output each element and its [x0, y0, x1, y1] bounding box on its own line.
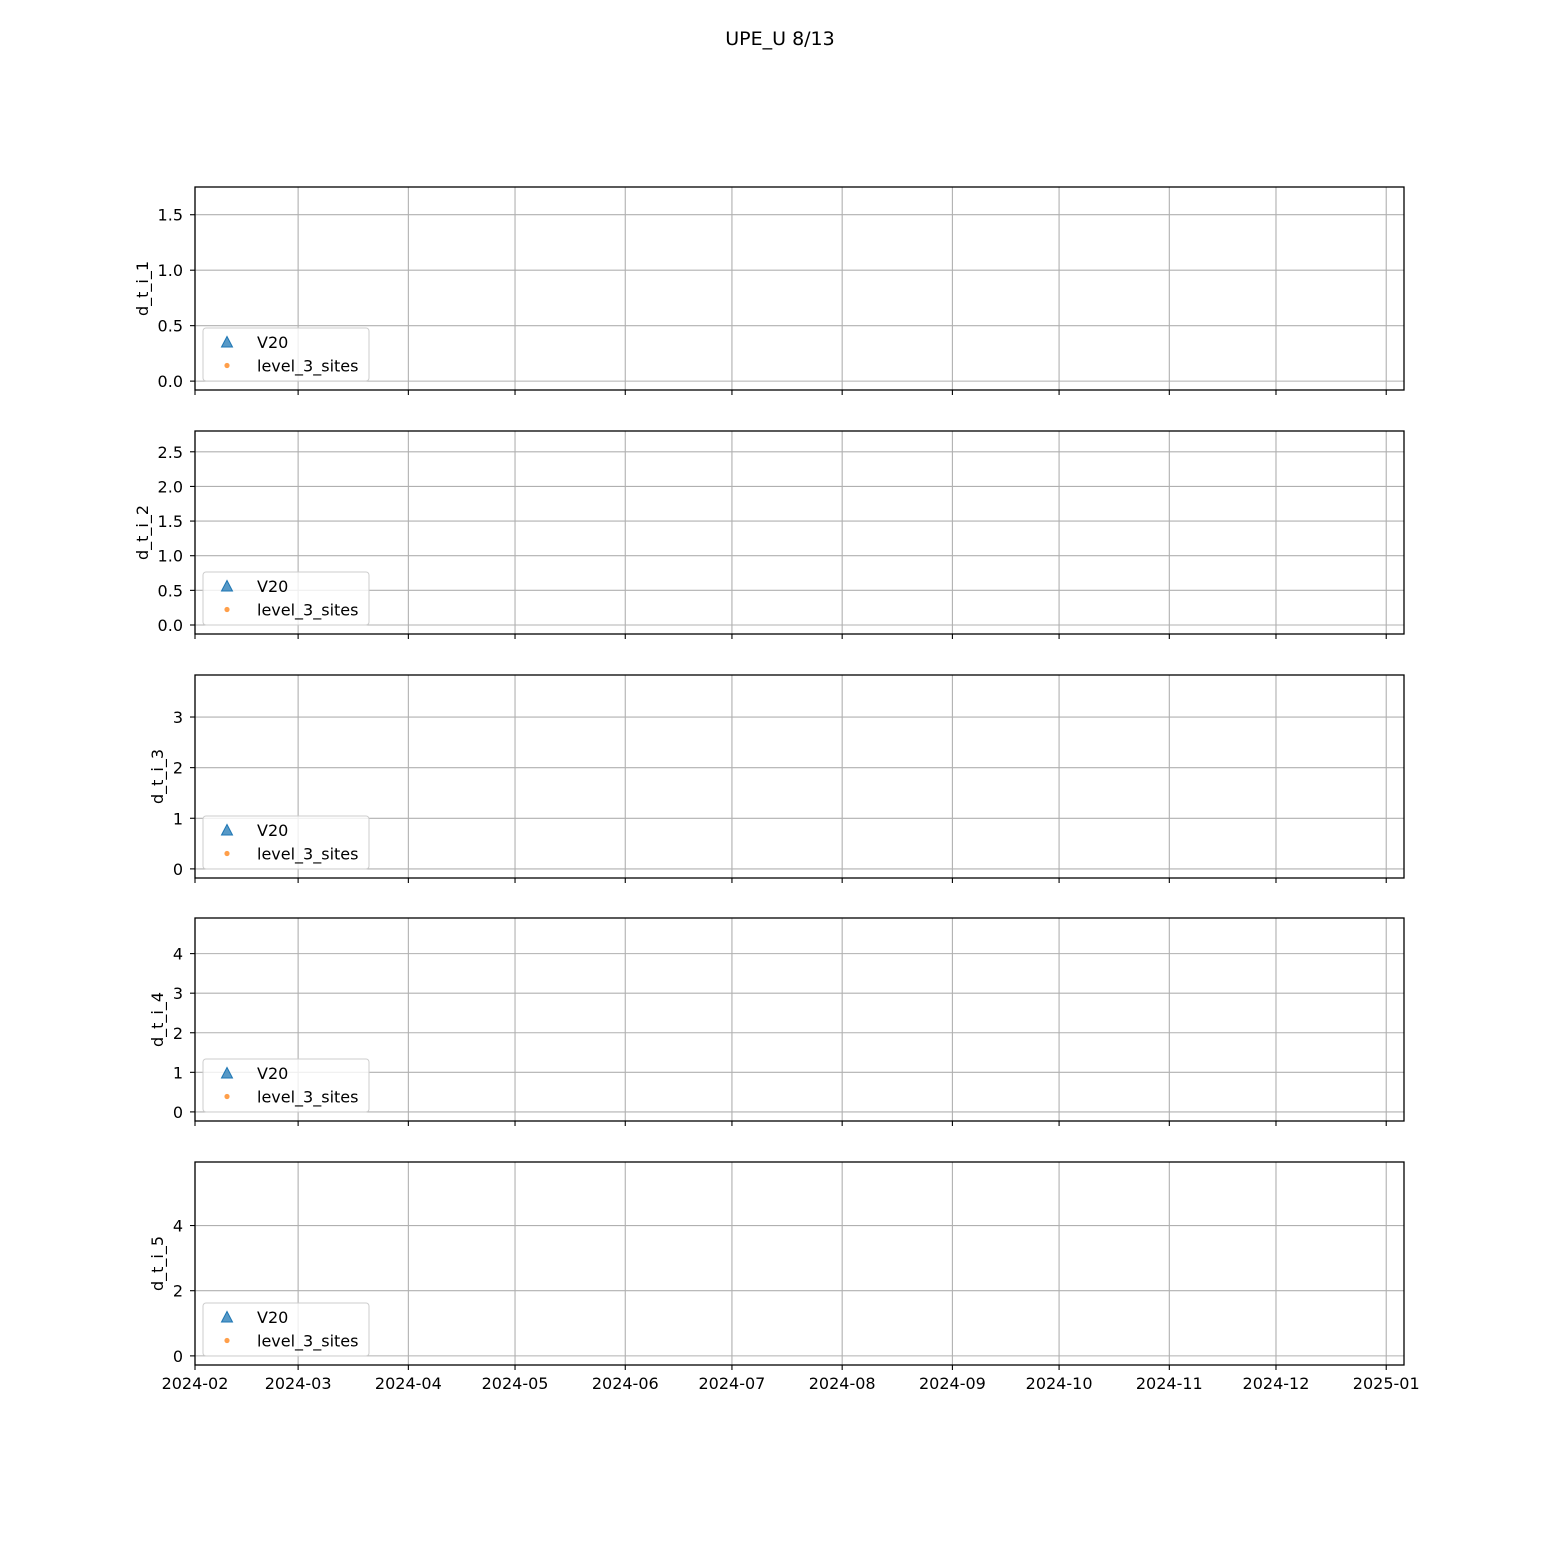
legend-marker-triangle-icon [220, 823, 234, 836]
y-tick-label: 2.5 [158, 443, 183, 462]
y-tick-label: 0 [173, 860, 183, 879]
figure-title: UPE_U 8/13 [725, 28, 834, 50]
legend-label: V20 [257, 1064, 288, 1083]
y-axis-label: d_t_i_1 [133, 261, 153, 316]
legend: V20 level_3_sites [202, 815, 370, 870]
axes-frame [194, 186, 1405, 391]
legend-box [202, 571, 370, 626]
y-tick-label: 4 [173, 1217, 183, 1236]
legend-marker-dot-icon [224, 606, 230, 613]
axes-frame [194, 430, 1405, 635]
legend-label: level_3_sites [257, 357, 358, 377]
y-tick-label: 0 [173, 1347, 183, 1366]
y-tick-label: 2 [173, 1282, 183, 1301]
subplot-1: 0.0 0.5 1.0 1.5 d_t_i_1 V20 level_3_sites [133, 186, 1405, 395]
legend-box [202, 1058, 370, 1113]
y-tick-label: 0 [173, 1103, 183, 1122]
legend-label: level_3_sites [257, 845, 358, 865]
subplot-4: 0 1 2 3 4 d_t_i_4 V20 level_3_sites [148, 917, 1405, 1126]
y-tick-label: 2.0 [158, 477, 183, 496]
y-tick-label: 3 [173, 984, 183, 1003]
subplots: 0.00.51.01.5d_t_i_1V20level_3_sites0.00.… [133, 186, 1420, 1393]
legend-label: level_3_sites [257, 601, 358, 621]
x-tick-label: 2024-02 [162, 1374, 229, 1393]
legend-box [202, 1302, 370, 1357]
y-tick-label: 0.0 [158, 616, 183, 635]
legend-marker-triangle-icon [220, 335, 234, 348]
axes-frame [194, 1161, 1405, 1366]
subplot-5: 2024-02 2024-03 2024-04 2024-05 2024-06 2024-… [148, 1161, 1420, 1393]
x-tick-label: 2024-08 [809, 1374, 876, 1393]
legend-label: level_3_sites [257, 1088, 358, 1108]
y-axis-label: d_t_i_3 [148, 749, 168, 804]
x-tick-label: 2024-05 [482, 1374, 549, 1393]
x-tick-label: 2024-03 [265, 1374, 332, 1393]
y-tick-label: 1 [173, 809, 183, 828]
y-tick-label: 3 [173, 708, 183, 727]
y-tick-label: 1.0 [158, 261, 183, 280]
x-tick-label: 2024-11 [1136, 1374, 1203, 1393]
x-tick-label: 2025-01 [1353, 1374, 1420, 1393]
legend-label: V20 [257, 821, 288, 840]
legend-box [202, 327, 370, 382]
y-tick-label: 4 [173, 945, 183, 964]
x-tick-label: 2024-06 [592, 1374, 659, 1393]
x-tick-label: 2024-10 [1026, 1374, 1093, 1393]
legend-marker-dot-icon [224, 1093, 230, 1100]
legend: V20 level_3_sites [202, 1058, 370, 1113]
y-tick-label: 0.5 [158, 581, 183, 600]
y-axis-label: d_t_i_5 [148, 1236, 168, 1291]
legend-marker-triangle-icon [220, 579, 234, 592]
legend-box [202, 815, 370, 870]
y-tick-label: 0.5 [158, 317, 183, 336]
legend-label: level_3_sites [257, 1332, 358, 1352]
y-tick-label: 1.5 [158, 512, 183, 531]
axes-frame [194, 674, 1405, 879]
legend-label: V20 [257, 577, 288, 596]
subplot-3: 0 1 2 3 d_t_i_3 V20 level_3_sites [148, 674, 1405, 883]
y-tick-label: 1.0 [158, 547, 183, 566]
legend: V20 level_3_sites [202, 1302, 370, 1357]
y-tick-label: 2 [173, 759, 183, 778]
y-axis-label: d_t_i_2 [133, 505, 153, 560]
subplot-2: 0.0 0.5 1.0 1.5 2.0 2.5 d_t_i_2 V20 level_3_site… [133, 430, 1405, 639]
legend-marker-dot-icon [224, 850, 230, 857]
legend-label: V20 [257, 1308, 288, 1327]
x-tick-label: 2024-09 [919, 1374, 986, 1393]
x-tick-label: 2024-04 [375, 1374, 442, 1393]
legend-marker-triangle-icon [220, 1066, 234, 1079]
y-tick-label: 2 [173, 1024, 183, 1043]
legend-marker-dot-icon [224, 1337, 230, 1344]
x-tick-label: 2024-07 [699, 1374, 766, 1393]
legend: V20 level_3_sites [202, 571, 370, 626]
legend-marker-dot-icon [224, 362, 230, 369]
legend: V20 level_3_sites [202, 327, 370, 382]
y-axis-label: d_t_i_4 [148, 992, 168, 1047]
legend-marker-triangle-icon [220, 1310, 234, 1323]
axes-frame [194, 917, 1405, 1122]
y-tick-label: 0.0 [158, 372, 183, 391]
x-tick-label: 2024-12 [1243, 1374, 1310, 1393]
y-tick-label: 1 [173, 1063, 183, 1082]
y-tick-label: 1.5 [158, 206, 183, 225]
legend-label: V20 [257, 333, 288, 352]
